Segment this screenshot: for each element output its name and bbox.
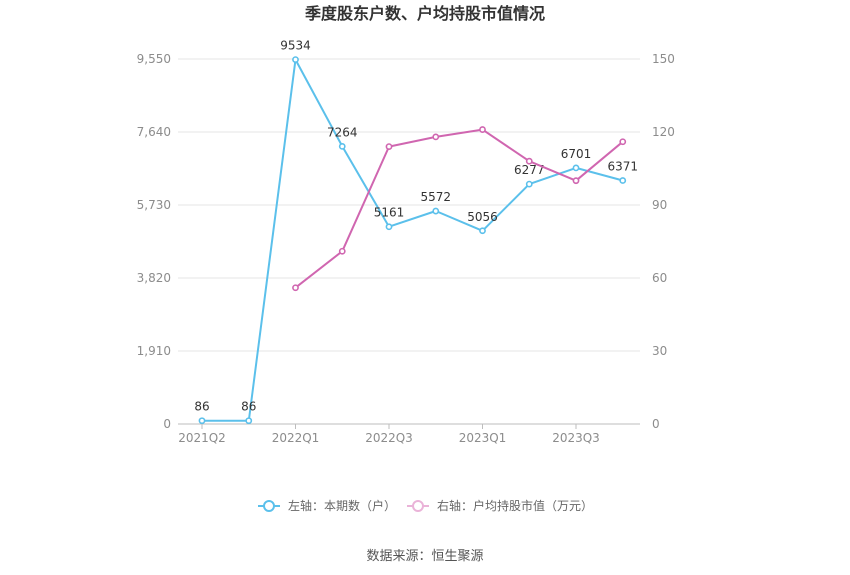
y-left-tick-label: 3,820 [137, 271, 171, 285]
y-left-tick-label: 0 [163, 417, 171, 431]
series-layer: 86 86 9534 7264 5161 5572 5056 6277 6701 6371 [194, 39, 638, 425]
y-left-tick-label: 5,730 [137, 198, 171, 212]
axes: 0 0 1,910 30 3,820 60 5,730 90 7,640 120 9,550 150 2… [137, 52, 675, 445]
y-right-tick-label: 0 [652, 417, 660, 431]
data-label: 6277 [514, 163, 545, 177]
y-left-tick-label: 1,910 [137, 344, 171, 358]
x-tick-label: 2023Q3 [552, 431, 600, 445]
data-label: 6701 [561, 147, 592, 161]
data-point [292, 56, 299, 64]
legend: 左轴：本期数（户） 右轴：户均持股市值（万元） [258, 498, 593, 513]
y-right-tick-label: 60 [652, 271, 667, 285]
series-line-1 [202, 58, 624, 422]
data-point [479, 227, 486, 235]
x-tick-label: 2022Q1 [272, 431, 320, 445]
data-point [292, 284, 299, 292]
data-point [432, 133, 440, 141]
data-point [338, 247, 346, 255]
data-point [198, 417, 206, 425]
chart-title: 季度股东户数、户均持股市值情况 [304, 4, 545, 23]
series-line-2 [294, 128, 624, 289]
data-point [385, 223, 393, 231]
data-point [619, 138, 627, 146]
y-right-tick-label: 120 [652, 125, 675, 139]
source-note: 数据来源：恒生聚源 [366, 549, 483, 564]
y-right-tick-label: 150 [652, 52, 675, 66]
grid [178, 58, 640, 352]
data-label: 86 [194, 400, 209, 414]
y-right-tick-label: 90 [652, 198, 667, 212]
legend-swatch-marker [263, 500, 275, 512]
x-tick-label: 2023Q1 [459, 431, 507, 445]
x-tick-label: 2022Q3 [365, 431, 413, 445]
data-point [432, 207, 440, 215]
data-label: 5056 [467, 210, 498, 224]
data-label: 9534 [280, 39, 311, 53]
data-point [525, 180, 533, 188]
y-right-tick-label: 30 [652, 344, 667, 358]
y-left-tick-label: 7,640 [137, 125, 171, 139]
data-label: 86 [241, 400, 256, 414]
data-point [525, 157, 533, 165]
data-point [245, 417, 253, 425]
data-label: 5572 [420, 190, 451, 204]
data-point [338, 142, 346, 150]
data-point [385, 143, 393, 150]
data-point [619, 177, 627, 184]
y-left-tick-label: 9,550 [137, 52, 171, 66]
data-label: 7264 [327, 125, 358, 139]
legend-swatch-marker [412, 500, 424, 512]
legend-label: 右轴：户均持股市值（万元） [437, 498, 593, 513]
data-point [572, 164, 580, 172]
data-point [479, 126, 486, 133]
data-label: 5161 [374, 206, 405, 220]
legend-label: 左轴：本期数（户） [288, 498, 396, 513]
data-point [572, 177, 580, 185]
x-tick-label: 2021Q2 [178, 431, 226, 445]
data-label: 6371 [607, 160, 638, 174]
